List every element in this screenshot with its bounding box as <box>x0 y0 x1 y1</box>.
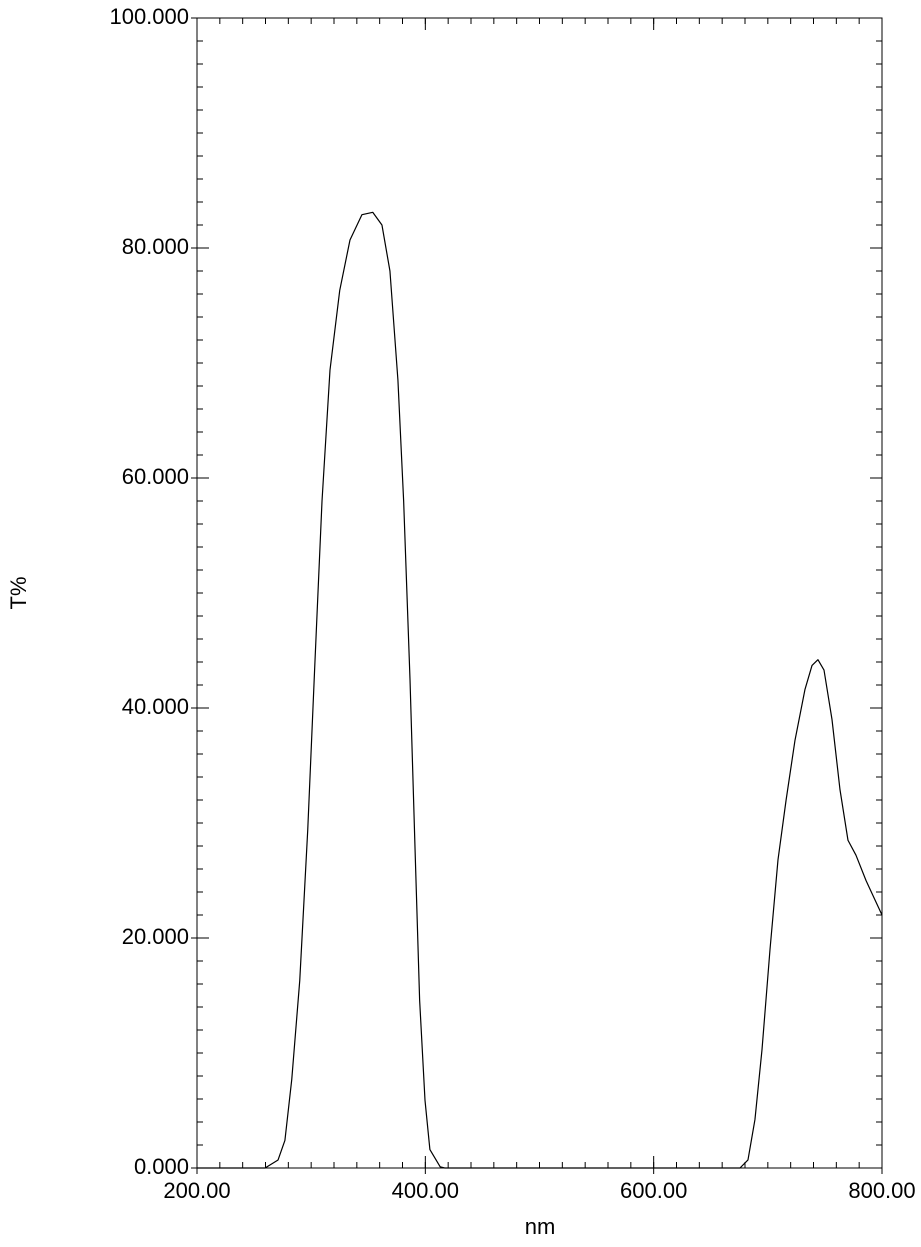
plot-frame <box>196 17 883 1169</box>
y-tick-label: 80.000 <box>122 234 189 259</box>
x-axis-label: nm <box>525 1214 556 1239</box>
x-tick-label: 200.00 <box>163 1178 230 1203</box>
y-axis-label: T% <box>6 577 31 610</box>
y-tick-label: 20.000 <box>122 924 189 949</box>
y-tick-label: 60.000 <box>122 464 189 489</box>
x-tick-label: 600.00 <box>620 1178 687 1203</box>
y-tick-label: 40.000 <box>122 694 189 719</box>
x-tick-label: 800.00 <box>848 1178 915 1203</box>
y-tick-label: 100.000 <box>109 4 189 29</box>
x-tick-label: 400.00 <box>392 1178 459 1203</box>
spectrum-line <box>197 211 883 1169</box>
y-tick-label: 0.000 <box>134 1154 189 1179</box>
